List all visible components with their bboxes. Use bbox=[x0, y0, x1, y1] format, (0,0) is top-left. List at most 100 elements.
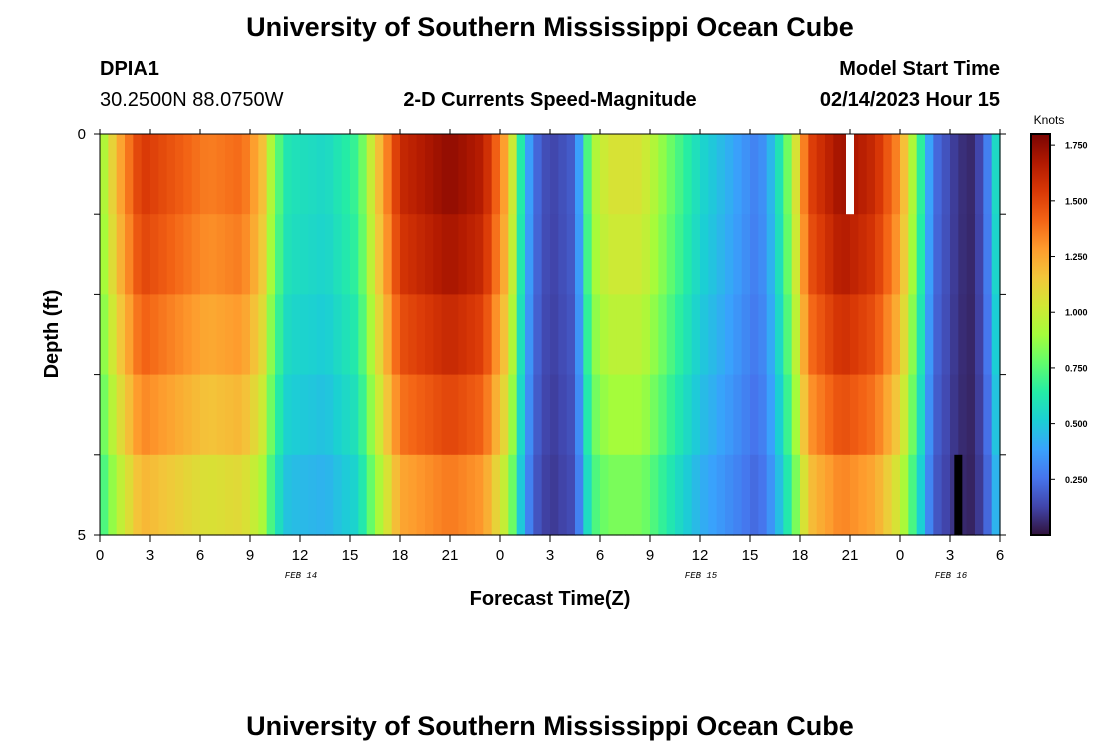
heatmap-cell bbox=[550, 374, 559, 456]
heatmap-cell bbox=[233, 294, 243, 376]
heatmap-cell bbox=[550, 294, 559, 376]
heatmap-cell bbox=[108, 374, 118, 456]
heatmap-cell bbox=[850, 134, 859, 215]
heatmap-cell bbox=[650, 454, 659, 536]
heatmap-cell bbox=[416, 134, 426, 215]
heatmap-cell bbox=[266, 214, 276, 295]
heatmap-cell bbox=[683, 134, 693, 215]
heatmap-cell bbox=[741, 134, 751, 215]
heatmap-cell bbox=[850, 454, 859, 536]
x-tick-label: 3 bbox=[946, 547, 954, 564]
heatmap-cell bbox=[425, 134, 434, 215]
heatmap-cell bbox=[525, 374, 534, 456]
heatmap-cell bbox=[208, 454, 218, 536]
heatmap-cell bbox=[916, 214, 926, 295]
heatmap-cell bbox=[966, 454, 976, 536]
heatmap-cell bbox=[766, 134, 776, 215]
heatmap-cell bbox=[325, 134, 334, 215]
heatmap-cell bbox=[583, 454, 593, 536]
heatmap-cell bbox=[591, 454, 601, 536]
heatmap-cell bbox=[858, 454, 868, 536]
heatmap-cell bbox=[183, 454, 193, 536]
heatmap-cell bbox=[925, 454, 934, 536]
heatmap-cell bbox=[141, 214, 151, 295]
heatmap-cell bbox=[341, 134, 351, 215]
heatmap-cell bbox=[225, 134, 234, 215]
heatmap-cell bbox=[883, 214, 893, 295]
heatmap-cell bbox=[616, 374, 626, 456]
heatmap-cell bbox=[783, 374, 793, 456]
heatmap-cell bbox=[950, 134, 959, 215]
heatmap-cell bbox=[983, 454, 993, 536]
heatmap-cell bbox=[233, 374, 243, 456]
x-tick-label: 0 bbox=[96, 547, 104, 564]
heatmap-cell bbox=[366, 214, 376, 295]
heatmap-cell bbox=[958, 294, 968, 376]
heatmap-cell bbox=[766, 294, 776, 376]
heatmap-cell bbox=[216, 454, 226, 536]
heatmap-cell bbox=[116, 454, 126, 536]
heatmap-cell bbox=[991, 454, 1001, 536]
heatmap-cell bbox=[666, 454, 676, 536]
heatmap-cell bbox=[100, 374, 109, 456]
heatmap-cell bbox=[641, 134, 651, 215]
date-label: FEB 16 bbox=[935, 571, 968, 581]
heatmap-cell bbox=[633, 294, 643, 376]
heatmap-cell bbox=[166, 374, 176, 456]
heatmap-cell bbox=[758, 294, 768, 376]
heatmap-cell bbox=[458, 374, 468, 456]
heatmap-cell bbox=[408, 294, 418, 376]
heatmap-cell bbox=[566, 374, 576, 456]
heatmap-cell bbox=[641, 214, 651, 295]
heatmap-cell bbox=[416, 374, 426, 456]
heatmap-cell bbox=[625, 454, 634, 536]
heatmap-cell bbox=[675, 294, 684, 376]
heatmap-cell bbox=[791, 454, 801, 536]
heatmap-cell bbox=[958, 134, 968, 215]
heatmap-cell bbox=[625, 374, 634, 456]
colorbar-ticks: 0.250 0.500 0.750 1.000 1.250 1.500 1.750 bbox=[1050, 141, 1088, 485]
heatmap-cell bbox=[333, 214, 343, 295]
heatmap-cell bbox=[991, 134, 1001, 215]
heatmap-cell bbox=[308, 454, 318, 536]
heatmap-cell bbox=[858, 214, 868, 295]
heatmap-cell bbox=[125, 214, 134, 295]
page-title: University of Southern Mississippi Ocean… bbox=[246, 12, 854, 42]
heatmap-cell bbox=[675, 214, 684, 295]
heatmap-cell bbox=[758, 134, 768, 215]
heatmap-cell bbox=[608, 454, 618, 536]
heatmap-cell bbox=[441, 374, 451, 456]
heatmap-cell bbox=[108, 294, 118, 376]
heatmap-cell bbox=[500, 214, 509, 295]
heatmap-cell bbox=[741, 374, 751, 456]
heatmap-cell bbox=[775, 214, 784, 295]
heatmap-cell bbox=[825, 374, 834, 456]
heatmap-cell bbox=[658, 214, 668, 295]
heatmap-cell bbox=[633, 374, 643, 456]
heatmap-cell bbox=[575, 134, 584, 215]
heatmap-cell bbox=[908, 134, 918, 215]
heatmap-cell bbox=[866, 214, 876, 295]
heatmap-cell bbox=[158, 374, 168, 456]
heatmap-cell bbox=[200, 294, 209, 376]
heatmap-cell bbox=[900, 134, 909, 215]
heatmap-cell bbox=[250, 134, 259, 215]
heatmap-cell bbox=[933, 134, 943, 215]
heatmap-cell bbox=[908, 454, 918, 536]
x-tick-label: 6 bbox=[196, 547, 204, 564]
heatmap-cell bbox=[600, 374, 609, 456]
heatmap-cell bbox=[716, 214, 726, 295]
heatmap-cell bbox=[150, 214, 159, 295]
heatmap-cell bbox=[708, 214, 718, 295]
heatmap-cell bbox=[475, 454, 484, 536]
heatmap-cell bbox=[725, 374, 734, 456]
heatmap-cell bbox=[616, 134, 626, 215]
heatmap-cell bbox=[241, 374, 251, 456]
heatmap-cell bbox=[658, 134, 668, 215]
heatmap-cell bbox=[800, 134, 809, 215]
heatmap-cell bbox=[833, 374, 843, 456]
heatmap-cell bbox=[100, 214, 109, 295]
heatmap-cell bbox=[358, 134, 368, 215]
heatmap-cell bbox=[725, 134, 734, 215]
